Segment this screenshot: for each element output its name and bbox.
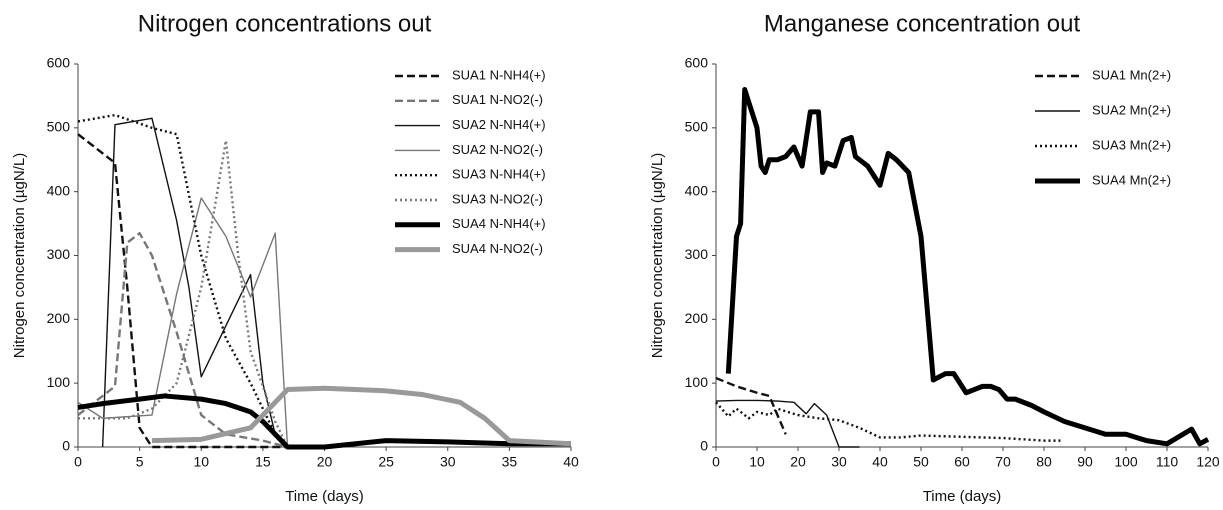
legend-label: SUA1 N-NH4(+)	[452, 67, 546, 82]
y-tick-label: 600	[685, 55, 709, 71]
y-tick-label: 400	[685, 182, 709, 198]
legend-label: SUA3 Mn(2+)	[1092, 137, 1171, 152]
y-tick-label: 0	[62, 438, 70, 454]
x-tick-label: 0	[712, 454, 720, 470]
x-tick-label: 0	[74, 454, 82, 470]
legend-label: SUA2 N-NO2(-)	[452, 142, 543, 157]
x-tick-label: 20	[317, 454, 333, 470]
chart-title: Nitrogen concentrations out	[138, 10, 432, 37]
y-tick-label: 500	[685, 119, 709, 135]
x-tick-label: 30	[440, 454, 456, 470]
data-line	[715, 399, 860, 448]
legend-label: SUA1 N-NO2(-)	[452, 92, 543, 107]
x-axis-label: Time (days)	[285, 488, 364, 505]
legend-label: SUA2 Mn(2+)	[1092, 102, 1171, 117]
legend-label: SUA2 N-NH4(+)	[452, 117, 546, 132]
data-line	[77, 231, 288, 449]
x-axis-label: Time (days)	[923, 488, 1002, 505]
x-tick-label: 80	[1036, 454, 1052, 470]
y-tick-label: 100	[47, 374, 71, 390]
x-tick-label: 70	[995, 454, 1011, 470]
legend-label: SUA4 Mn(2+)	[1092, 172, 1171, 187]
y-tick-label: 300	[47, 246, 71, 262]
data-line	[715, 376, 787, 435]
data-line	[151, 385, 572, 447]
x-tick-label: 110	[1156, 454, 1179, 470]
legend-label: SUA3 N-NO2(-)	[452, 191, 543, 206]
x-tick-label: 30	[831, 454, 847, 470]
x-tick-label: 20	[790, 454, 806, 470]
x-tick-label: 25	[378, 454, 394, 470]
x-tick-label: 10	[749, 454, 765, 470]
x-tick-label: 50	[913, 454, 929, 470]
legend-label: SUA4 N-NO2(-)	[452, 241, 543, 256]
data-line	[77, 113, 289, 448]
x-tick-label: 10	[193, 454, 209, 470]
x-tick-label: 40	[563, 454, 579, 470]
y-tick-label: 100	[685, 374, 709, 390]
legend-label: SUA4 N-NH4(+)	[452, 216, 546, 231]
y-tick-label: 600	[47, 55, 71, 71]
chart-title: Manganese concentration out	[764, 10, 1081, 37]
data-line	[715, 401, 1061, 442]
y-tick-label: 200	[47, 310, 71, 326]
x-tick-label: 100	[1114, 454, 1138, 470]
data-line	[77, 133, 288, 449]
legend-label: SUA3 N-NH4(+)	[452, 167, 546, 182]
x-tick-label: 40	[872, 454, 888, 470]
y-tick-label: 500	[47, 119, 71, 135]
data-line	[725, 87, 1210, 447]
x-tick-label: 60	[954, 454, 970, 470]
x-tick-label: 90	[1077, 454, 1093, 470]
y-tick-label: 300	[685, 246, 709, 262]
y-tick-label: 0	[700, 438, 708, 454]
y-axis-label: Nitrogen concentration (µgN/L)	[649, 153, 666, 358]
y-axis-label: Nitrogen concentration (µgN/L)	[11, 153, 28, 358]
data-line	[77, 197, 325, 448]
x-tick-label: 5	[136, 454, 144, 470]
x-tick-label: 15	[255, 454, 271, 470]
data-line	[77, 393, 571, 450]
y-tick-label: 200	[685, 310, 709, 326]
x-tick-label: 35	[502, 454, 518, 470]
legend-label: SUA1 Mn(2+)	[1092, 67, 1171, 82]
x-tick-label: 120	[1196, 454, 1220, 470]
y-tick-label: 400	[47, 182, 71, 198]
